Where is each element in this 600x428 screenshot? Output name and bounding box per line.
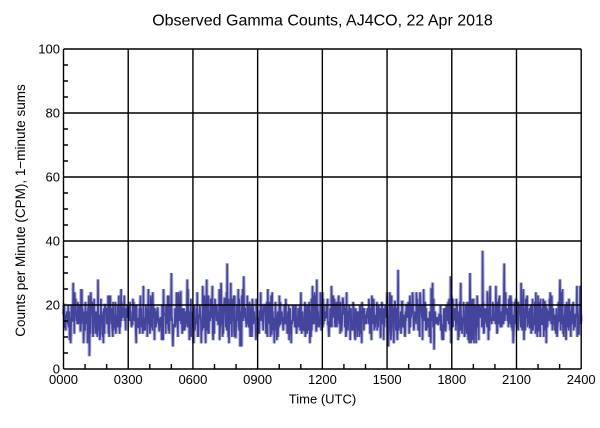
svg-text:Observed Gamma Counts, AJ4CO,: Observed Gamma Counts, AJ4CO, 22 Apr 201… [152, 12, 493, 29]
svg-text:1500: 1500 [373, 372, 402, 387]
svg-text:2100: 2100 [502, 372, 531, 387]
svg-text:100: 100 [38, 42, 60, 57]
svg-text:20: 20 [46, 298, 60, 313]
svg-text:1200: 1200 [308, 372, 337, 387]
svg-text:0300: 0300 [114, 372, 143, 387]
svg-text:2400: 2400 [567, 372, 596, 387]
svg-text:40: 40 [46, 234, 60, 249]
svg-text:0900: 0900 [243, 372, 272, 387]
svg-text:Counts per Minute (CPM), 1−min: Counts per Minute (CPM), 1−minute sums [13, 84, 28, 337]
svg-text:Time (UTC): Time (UTC) [289, 392, 356, 407]
svg-text:0600: 0600 [178, 372, 207, 387]
svg-text:0: 0 [53, 362, 60, 377]
svg-text:0000: 0000 [49, 372, 78, 387]
svg-text:1800: 1800 [437, 372, 466, 387]
svg-text:60: 60 [46, 170, 60, 185]
svg-text:80: 80 [46, 106, 60, 121]
